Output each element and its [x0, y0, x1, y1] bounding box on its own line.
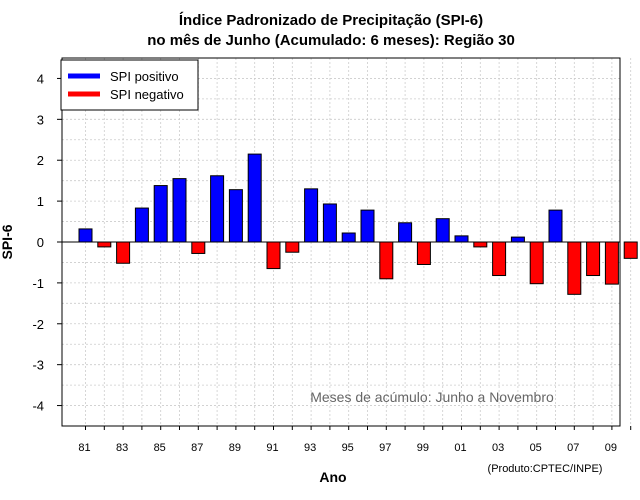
- bar-1996: [360, 209, 375, 243]
- bar-1995: [341, 232, 356, 243]
- bar-2001: [454, 235, 469, 243]
- bar-1992: [285, 241, 300, 253]
- bars-group: [78, 153, 638, 295]
- legend-label-negative: SPI negativo: [110, 87, 184, 102]
- bar-2009: [604, 241, 619, 285]
- bar-2002: [473, 241, 488, 248]
- y-tick-label: 3: [37, 112, 44, 127]
- bar-1989: [228, 189, 243, 243]
- bar-1991: [266, 241, 281, 270]
- bar-2004: [510, 236, 525, 243]
- bar-1999: [416, 241, 431, 265]
- x-tick-label: 09: [605, 442, 617, 454]
- x-tick-label: 07: [567, 442, 579, 454]
- x-tick-label: 85: [154, 442, 166, 454]
- x-tick-label: 87: [191, 442, 203, 454]
- x-tick-label: 81: [78, 442, 90, 454]
- bar-2005: [529, 241, 544, 285]
- chart-subtitle: no mês de Junho (Acumulado: 6 meses): Re…: [147, 32, 515, 49]
- bar-1994: [322, 203, 337, 243]
- x-tick-label: 95: [342, 442, 354, 454]
- bar-1990: [247, 153, 262, 243]
- bar-1981: [78, 228, 93, 243]
- y-tick-label: 0: [37, 235, 44, 250]
- y-axis-label: SPI-6: [0, 224, 15, 259]
- annotation-months: Meses de acúmulo: Junho a Novembro: [310, 389, 554, 405]
- y-tick-label: 4: [37, 71, 44, 86]
- bar-1997: [379, 241, 394, 280]
- bar-1983: [116, 241, 131, 264]
- x-axis-ticks: 818385878991939597990103050709111315: [78, 426, 632, 454]
- x-tick-label: 99: [417, 442, 429, 454]
- x-tick-label: 93: [304, 442, 316, 454]
- y-tick-label: -1: [32, 276, 44, 291]
- credit-text: (Produto:CPTEC/INPE): [488, 463, 603, 475]
- x-axis-label: Ano: [319, 469, 346, 485]
- y-axis-ticks: 4 3 2 1 0 -1 -2 -3 -4: [32, 71, 62, 414]
- y-tick-label: -4: [32, 399, 44, 414]
- x-tick-label: 03: [492, 442, 504, 454]
- bar-2007: [567, 241, 582, 295]
- bar-2008: [586, 241, 601, 277]
- y-tick-label: 2: [37, 153, 44, 168]
- legend-box: [60, 59, 199, 111]
- y-tick-label: 1: [37, 194, 44, 209]
- y-tick-label: -3: [32, 358, 44, 373]
- chart-title: Índice Padronizado de Precipitação (SPI-…: [179, 12, 483, 29]
- x-tick-label: 97: [379, 442, 391, 454]
- bar-1998: [398, 222, 413, 243]
- bar-2003: [492, 241, 507, 277]
- x-tick-label: 83: [116, 442, 128, 454]
- bar-1988: [210, 175, 225, 243]
- bar-1986: [172, 178, 187, 243]
- bar-1984: [134, 207, 149, 243]
- x-tick-label: 89: [229, 442, 241, 454]
- bar-2000: [435, 218, 450, 243]
- bar-2010: [623, 241, 638, 259]
- x-tick-label: 01: [454, 442, 466, 454]
- bar-1985: [153, 185, 168, 243]
- x-tick-label: 91: [266, 442, 278, 454]
- x-tick-label: 05: [530, 442, 542, 454]
- bar-1987: [191, 241, 206, 254]
- bar-2006: [548, 209, 563, 243]
- bar-1982: [97, 241, 112, 248]
- legend: SPI positivo SPI negativo: [60, 59, 199, 111]
- y-tick-label: -2: [32, 317, 44, 332]
- legend-label-positive: SPI positivo: [110, 69, 179, 84]
- bar-1993: [304, 188, 319, 243]
